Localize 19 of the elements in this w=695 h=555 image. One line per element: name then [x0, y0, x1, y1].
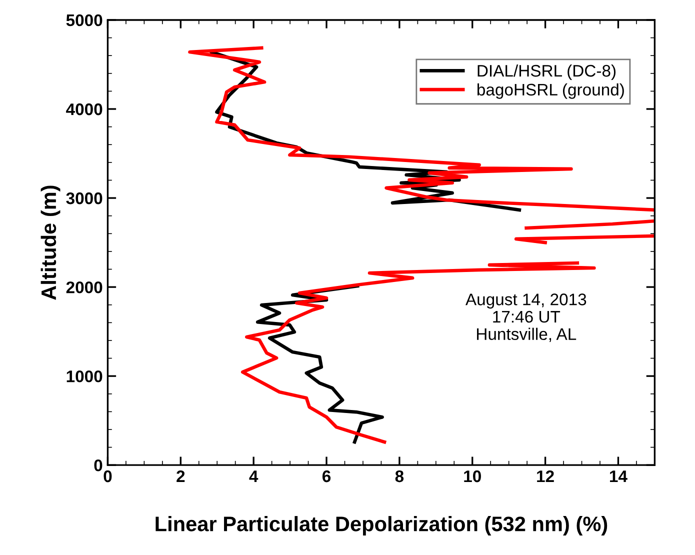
x-axis-title: Linear Particulate Depolarization (532 nm) (%): [156, 516, 608, 536]
x-tick-label: 10: [464, 470, 481, 482]
x-tick-label: 0: [104, 470, 112, 482]
legend-label: bagoHSRL (ground): [477, 83, 624, 99]
y-tick-label: 1000: [66, 370, 102, 382]
x-tick-label: 6: [322, 470, 331, 482]
y-tick-label: 0: [94, 459, 102, 472]
y-tick-label: 3000: [66, 192, 102, 204]
legend-label: DIAL/HSRL (DC-8): [478, 64, 616, 80]
annotation: August 14, 2013 17:46 UT Huntsville, AL: [465, 294, 586, 342]
x-tick-label: 8: [395, 470, 404, 482]
x-tick-label: 12: [537, 470, 554, 482]
y-axis-title: Altitude (m): [40, 186, 60, 300]
y-tick-label: 5000: [66, 14, 102, 26]
x-tick-label: 4: [249, 470, 258, 482]
x-tick-label: 14: [610, 470, 628, 482]
y-tick-label: 2000: [66, 281, 102, 294]
y-tick-label: 4000: [66, 103, 102, 116]
x-tick-label: 2: [176, 470, 185, 482]
